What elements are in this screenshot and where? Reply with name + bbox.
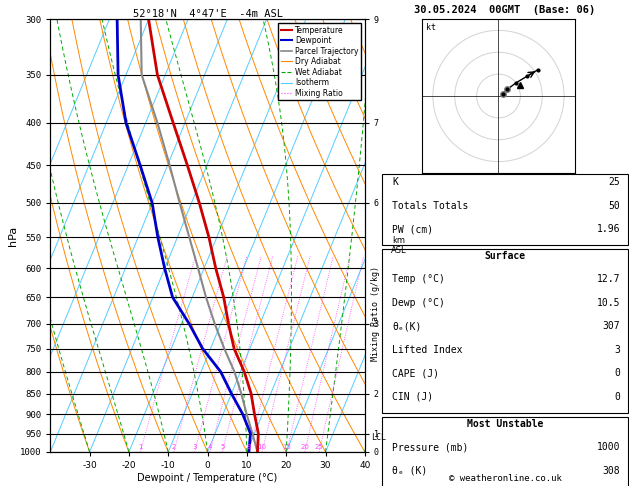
- Text: 1.96: 1.96: [597, 224, 620, 234]
- Bar: [382, 174, 628, 245]
- Text: 4: 4: [208, 444, 212, 450]
- Text: 12.7: 12.7: [597, 275, 620, 284]
- Text: 1: 1: [138, 444, 143, 450]
- Text: Mixing Ratio (g/kg): Mixing Ratio (g/kg): [371, 266, 381, 361]
- Text: 10.5: 10.5: [597, 298, 620, 308]
- Y-axis label: hPa: hPa: [8, 226, 18, 246]
- Text: 20: 20: [300, 444, 309, 450]
- Text: CIN (J): CIN (J): [392, 392, 433, 402]
- Y-axis label: km
ASL: km ASL: [391, 236, 406, 255]
- Text: 3: 3: [615, 345, 620, 355]
- Text: 50: 50: [609, 201, 620, 211]
- Text: 307: 307: [603, 321, 620, 331]
- Text: Most Unstable: Most Unstable: [467, 418, 543, 429]
- X-axis label: Dewpoint / Temperature (°C): Dewpoint / Temperature (°C): [138, 473, 277, 483]
- Text: Temp (°C): Temp (°C): [392, 275, 445, 284]
- Text: LCL: LCL: [371, 433, 386, 442]
- Text: 8: 8: [247, 444, 251, 450]
- Text: 1000: 1000: [597, 442, 620, 452]
- Text: 2: 2: [172, 444, 176, 450]
- Text: 10: 10: [257, 444, 267, 450]
- Text: 308: 308: [603, 466, 620, 476]
- Text: 0: 0: [615, 368, 620, 379]
- Bar: [382, 417, 628, 486]
- Text: 25: 25: [314, 444, 323, 450]
- Title: 52°18'N  4°47'E  -4m ASL: 52°18'N 4°47'E -4m ASL: [133, 9, 282, 18]
- Text: PW (cm): PW (cm): [392, 224, 433, 234]
- Text: Surface: Surface: [484, 251, 526, 261]
- Text: 5: 5: [220, 444, 225, 450]
- Text: 3: 3: [192, 444, 197, 450]
- Text: 30.05.2024  00GMT  (Base: 06): 30.05.2024 00GMT (Base: 06): [415, 5, 596, 15]
- Legend: Temperature, Dewpoint, Parcel Trajectory, Dry Adiabat, Wet Adiabat, Isotherm, Mi: Temperature, Dewpoint, Parcel Trajectory…: [279, 23, 361, 100]
- Text: θₑ (K): θₑ (K): [392, 466, 428, 476]
- Text: θₑ(K): θₑ(K): [392, 321, 421, 331]
- Text: Pressure (mb): Pressure (mb): [392, 442, 469, 452]
- Text: kt: kt: [426, 23, 437, 33]
- Text: CAPE (J): CAPE (J): [392, 368, 439, 379]
- Text: 15: 15: [282, 444, 291, 450]
- Text: 0: 0: [615, 392, 620, 402]
- Text: K: K: [392, 177, 398, 187]
- Bar: [382, 249, 628, 413]
- Text: 25: 25: [609, 177, 620, 187]
- Text: © weatheronline.co.uk: © weatheronline.co.uk: [448, 474, 562, 483]
- Text: Totals Totals: Totals Totals: [392, 201, 469, 211]
- Text: Lifted Index: Lifted Index: [392, 345, 463, 355]
- Text: Dewp (°C): Dewp (°C): [392, 298, 445, 308]
